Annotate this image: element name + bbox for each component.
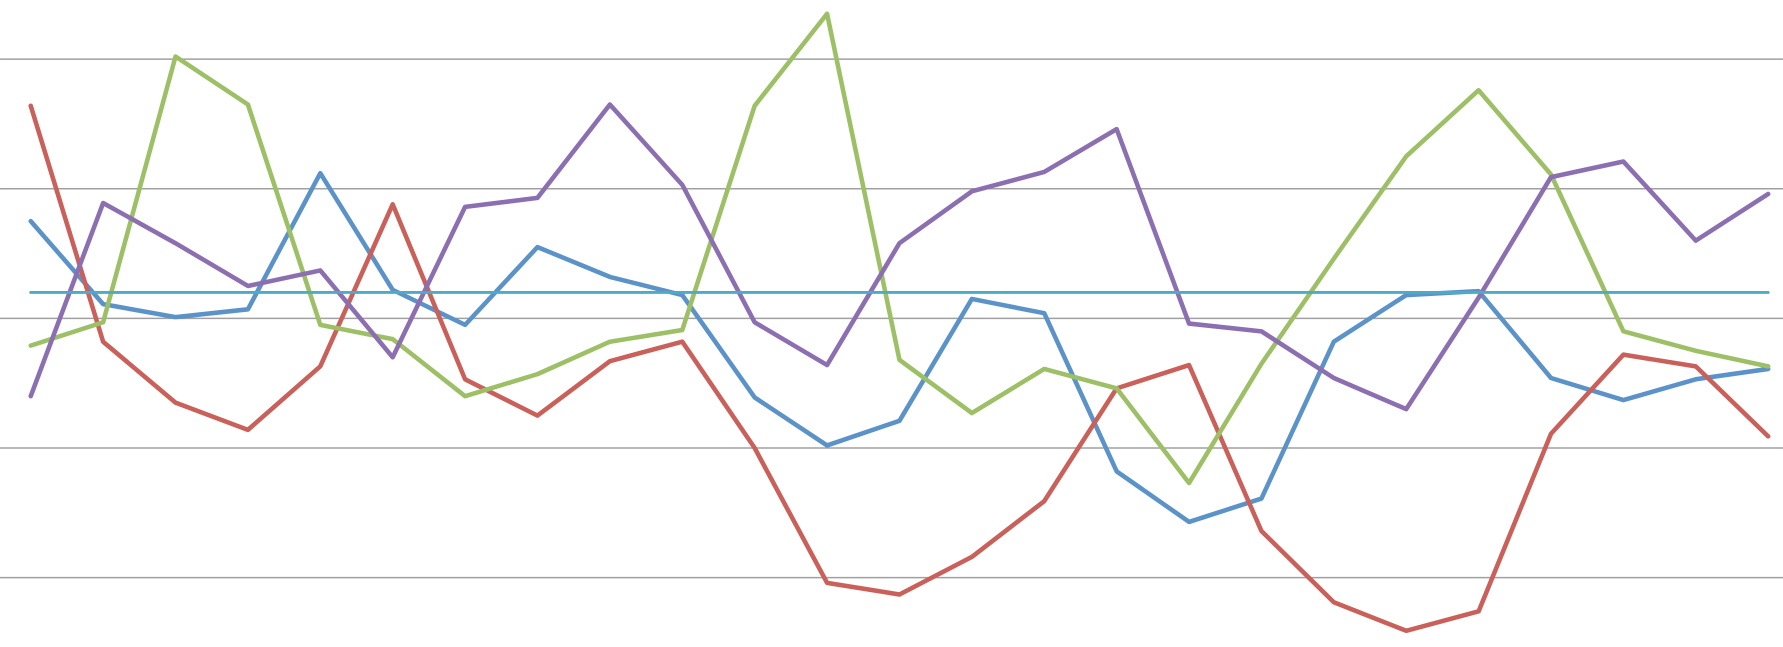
series-line xyxy=(28,11,1771,486)
series-line xyxy=(28,103,1771,634)
series-line xyxy=(28,170,1771,525)
series-line xyxy=(28,102,1771,412)
